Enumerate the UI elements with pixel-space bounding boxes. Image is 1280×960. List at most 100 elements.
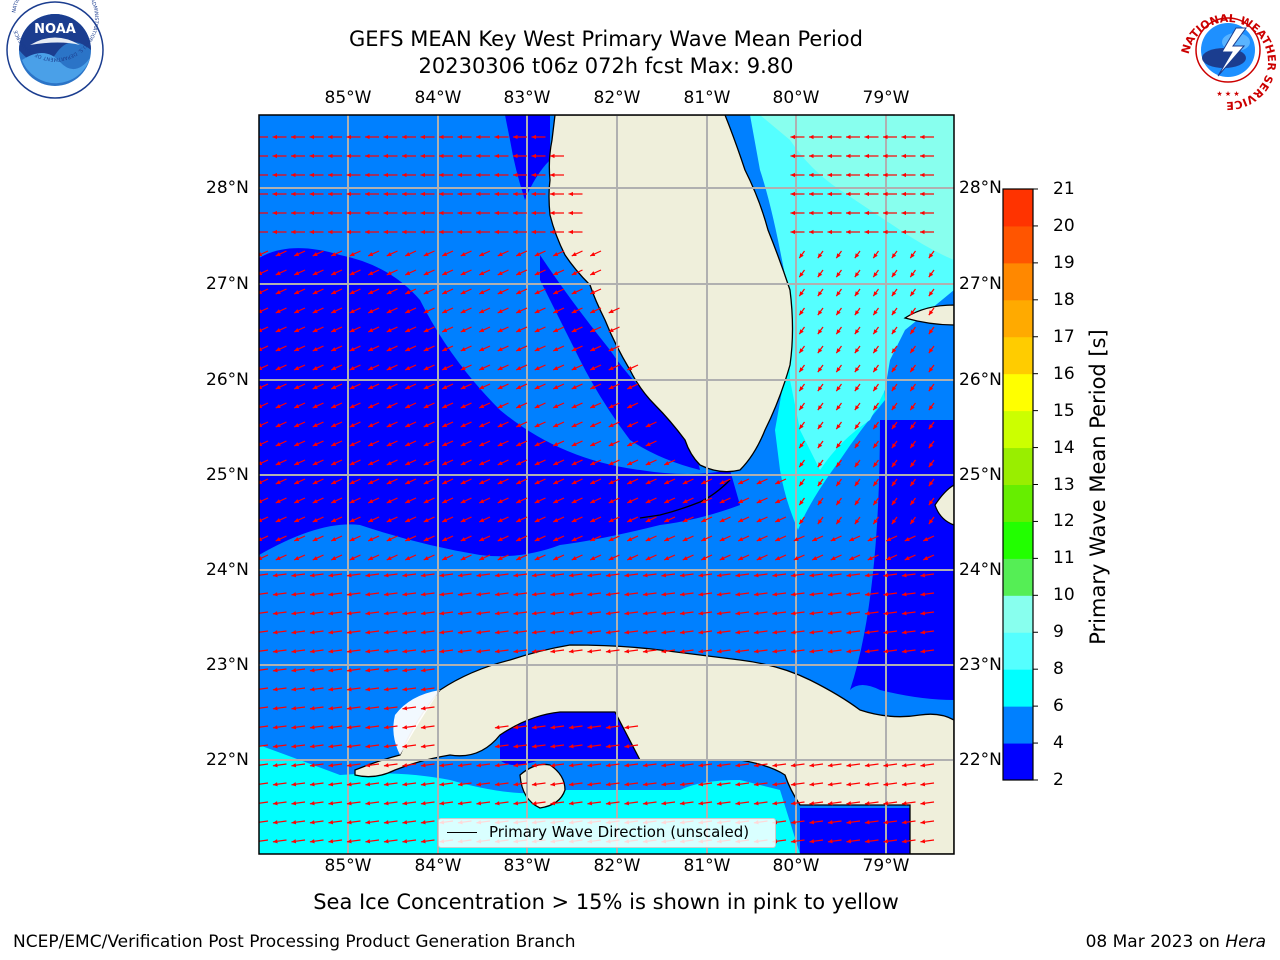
wave-vector-head [386, 347, 392, 352]
wave-vector-head [331, 252, 337, 257]
wave-vector-head [516, 366, 522, 371]
wave-vector-head [846, 782, 852, 787]
wave-vector-head [910, 519, 915, 525]
footer-credit: NCEP/EMC/Verification Post Processing Pr… [13, 932, 576, 952]
wave-vector-head [312, 252, 318, 257]
wave-vector-head [349, 271, 355, 276]
wave-vector-head [476, 172, 481, 178]
wave-vector-head [405, 499, 411, 504]
wave-vector-head [587, 611, 593, 616]
wave-vector-head [309, 782, 315, 787]
wave-vector-head [920, 820, 926, 825]
wave-vector-head [383, 668, 389, 673]
wave-vector-head [460, 480, 466, 485]
wave-vector-head [405, 537, 411, 542]
wave-vector-head [854, 386, 860, 392]
period-band-2-4-southeast [800, 808, 910, 854]
wave-vector-head [799, 367, 804, 373]
wave-vector-head [479, 271, 485, 276]
wave-vector-head [553, 537, 559, 542]
wave-vector-head [531, 592, 537, 597]
wave-vector-head [836, 424, 841, 430]
wave-vector-head [272, 172, 278, 178]
wave-vector-head [827, 801, 833, 806]
wave-vector-head [479, 252, 485, 257]
wave-vector-head [883, 782, 889, 787]
wave-vector-head [864, 592, 870, 597]
wave-vector-head [790, 801, 796, 806]
wave-vector-head [568, 744, 574, 749]
colorbar-tick-label: 10 [1053, 585, 1075, 606]
wave-vector-head [571, 271, 577, 276]
wave-vector-head [550, 725, 556, 730]
wave-vector-head [272, 649, 278, 654]
wave-vector-head [420, 649, 426, 654]
wave-vector-head [910, 329, 915, 335]
footer-date-text: 08 Mar 2023 on [1085, 932, 1226, 952]
wave-vector-head [331, 290, 337, 295]
wave-vector-head [608, 537, 614, 542]
wave-vector-head [799, 481, 804, 487]
wave-vector-head [439, 611, 445, 616]
wave-vector-head [827, 592, 833, 597]
wave-vector-head [272, 782, 278, 787]
wave-vector-head [836, 405, 841, 411]
wave-vector-head [534, 385, 540, 390]
wave-vector-head [846, 630, 852, 635]
wave-vector-head [920, 229, 925, 235]
wave-vector-head [275, 480, 281, 485]
wave-vector-head [910, 272, 915, 278]
wave-vector-head [275, 290, 281, 295]
colorbar-segment [1003, 669, 1033, 707]
wave-vector-head [349, 480, 355, 485]
wave-vector-head [291, 592, 297, 597]
wave-vector-head [928, 272, 934, 278]
wave-vector-head [698, 801, 704, 806]
wave-vector-head [516, 328, 522, 333]
wave-vector-head [476, 630, 482, 635]
wave-vector-head [516, 271, 522, 276]
wave-vector-head [790, 839, 796, 844]
wave-vector-head [254, 192, 259, 196]
wave-vector-head [854, 405, 860, 411]
wave-vector-head [664, 461, 670, 466]
wave-vector-head [291, 134, 296, 140]
wave-vector-head [291, 630, 297, 635]
wave-vector-head [901, 839, 907, 844]
wave-vector-head [309, 191, 315, 197]
wave-vector-head [772, 801, 778, 806]
colorbar-segment [1003, 632, 1033, 670]
wave-vector-head [405, 252, 411, 257]
wave-vector-head [259, 366, 263, 371]
wave-vector-head [272, 706, 278, 711]
wave-vector-head [405, 328, 411, 333]
wave-vector-head [328, 725, 334, 730]
wave-vector-head [716, 592, 722, 597]
wave-vector-head [901, 573, 907, 578]
wave-vector-head [272, 210, 278, 216]
wave-vector-head [457, 801, 463, 806]
wave-vector-head [476, 229, 481, 235]
wave-vector-head [854, 424, 860, 430]
wave-vector-head [568, 229, 574, 235]
wave-vector-head [587, 725, 593, 730]
wave-vector-head [442, 385, 448, 390]
wave-vector-head [553, 366, 559, 371]
wave-vector-head [809, 172, 814, 178]
wave-vector-head [383, 611, 389, 616]
wave-vector-head [568, 763, 574, 768]
wave-vector-head [716, 782, 722, 787]
wave-vector-head [254, 230, 259, 234]
colorbar-tick-label: 6 [1053, 696, 1064, 717]
wave-vector-head [836, 310, 841, 316]
lon-label-top: 82°W [593, 88, 641, 108]
wave-vector-head [513, 134, 518, 140]
wave-vector-head [383, 153, 389, 159]
wave-vector [259, 573, 269, 576]
wave-vector-head [846, 573, 852, 578]
wave-vector-head [420, 592, 426, 597]
wave-vector-head [368, 309, 374, 314]
wave-vector-head [799, 405, 804, 411]
wave-vector-head [476, 763, 482, 768]
wave-vector-head [891, 424, 897, 430]
